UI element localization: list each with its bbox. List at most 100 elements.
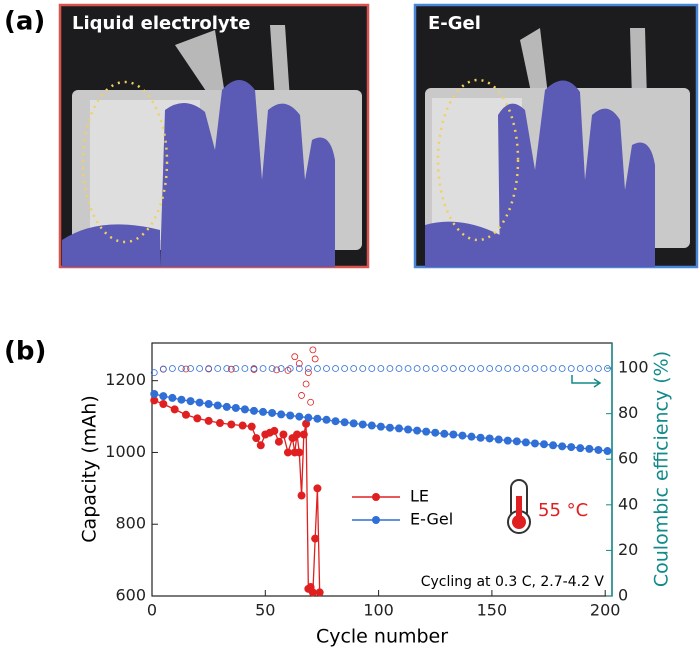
data-point bbox=[495, 365, 503, 372]
data-point bbox=[213, 401, 222, 410]
data-point bbox=[293, 430, 302, 439]
data-point bbox=[295, 412, 304, 421]
data-point bbox=[295, 448, 304, 457]
data-point bbox=[422, 427, 431, 436]
data-point bbox=[284, 366, 292, 374]
x-tick-label: 200 bbox=[590, 601, 621, 620]
data-point bbox=[521, 438, 530, 447]
photo-label: E-Gel bbox=[428, 13, 481, 34]
data-point bbox=[295, 360, 303, 367]
data-point bbox=[367, 421, 376, 430]
data-point bbox=[270, 426, 279, 435]
y2-tick-label: 80 bbox=[618, 403, 638, 422]
data-point bbox=[283, 448, 292, 457]
data-point bbox=[150, 389, 159, 398]
data-point bbox=[503, 436, 512, 445]
x-axis-label: Cycle number bbox=[316, 626, 448, 648]
plot-frame bbox=[151, 342, 613, 597]
data-point bbox=[231, 403, 240, 412]
y2-tick-label: 60 bbox=[618, 449, 638, 468]
data-point bbox=[540, 365, 548, 372]
data-point bbox=[205, 365, 213, 372]
data-point bbox=[349, 419, 358, 428]
photo-label: Liquid electrolyte bbox=[72, 13, 250, 34]
y-tick-label: 600 bbox=[115, 586, 146, 605]
data-point bbox=[323, 365, 330, 372]
data-point bbox=[298, 392, 305, 399]
data-point bbox=[585, 444, 594, 453]
data-point bbox=[299, 430, 308, 439]
data-point bbox=[558, 365, 566, 372]
data-point bbox=[467, 432, 476, 441]
data-point bbox=[315, 588, 324, 597]
data-point bbox=[341, 365, 349, 372]
data-point bbox=[576, 444, 585, 453]
data-point bbox=[376, 422, 385, 431]
data-point bbox=[394, 424, 403, 433]
data-point bbox=[256, 441, 265, 450]
data-point bbox=[313, 414, 322, 423]
data-point bbox=[311, 534, 320, 543]
data-point bbox=[297, 491, 306, 500]
data-point bbox=[214, 365, 222, 372]
data-point bbox=[368, 365, 376, 372]
y-axis-label: Capacity (mAh) bbox=[79, 395, 101, 542]
data-point bbox=[340, 418, 349, 427]
y2-tick-label: 40 bbox=[618, 494, 638, 513]
data-point bbox=[404, 365, 412, 372]
data-point bbox=[440, 429, 449, 438]
data-point bbox=[150, 396, 159, 405]
data-point bbox=[227, 365, 235, 373]
data-point bbox=[222, 402, 231, 411]
data-point bbox=[150, 369, 158, 377]
data-point bbox=[358, 420, 367, 429]
data-point bbox=[422, 365, 430, 372]
y-tick-label: 1200 bbox=[105, 370, 146, 389]
data-point bbox=[595, 365, 602, 372]
data-point bbox=[309, 346, 317, 354]
data-point bbox=[274, 437, 283, 446]
data-point bbox=[273, 366, 281, 374]
data-point bbox=[585, 365, 593, 372]
data-point bbox=[193, 414, 202, 423]
data-point bbox=[240, 405, 249, 414]
data-point bbox=[304, 413, 313, 422]
y2-axis-label: Coulombic efficiency (%) bbox=[651, 351, 673, 587]
data-point bbox=[314, 365, 321, 372]
data-point bbox=[227, 420, 236, 429]
data-point bbox=[259, 407, 268, 416]
data-point bbox=[603, 447, 612, 456]
legend-marker bbox=[372, 516, 380, 524]
data-point bbox=[522, 365, 530, 372]
data-point bbox=[159, 400, 168, 409]
axis-arrow bbox=[571, 375, 602, 388]
data-point bbox=[277, 410, 286, 419]
data-point bbox=[286, 365, 294, 372]
data-point bbox=[494, 435, 503, 444]
data-point bbox=[322, 415, 331, 424]
legend-marker bbox=[372, 493, 380, 501]
x-tick-label: 0 bbox=[147, 601, 157, 620]
photo bbox=[58, 3, 370, 269]
data-point bbox=[377, 365, 385, 372]
data-point bbox=[486, 365, 494, 372]
data-point bbox=[558, 442, 567, 451]
data-point bbox=[504, 365, 512, 372]
data-point bbox=[567, 365, 575, 372]
data-point bbox=[440, 365, 448, 372]
data-point bbox=[459, 365, 466, 372]
data-point bbox=[241, 365, 249, 372]
data-point bbox=[477, 365, 484, 372]
data-point bbox=[295, 365, 303, 372]
data-point bbox=[247, 422, 256, 431]
data-point bbox=[594, 445, 603, 454]
data-point bbox=[449, 365, 457, 372]
data-point bbox=[215, 419, 224, 428]
y-tick-label: 1000 bbox=[105, 442, 146, 461]
data-point bbox=[249, 406, 258, 415]
data-point bbox=[232, 365, 240, 372]
data-point bbox=[307, 398, 315, 406]
data-point bbox=[304, 369, 312, 377]
data-point bbox=[308, 588, 317, 597]
